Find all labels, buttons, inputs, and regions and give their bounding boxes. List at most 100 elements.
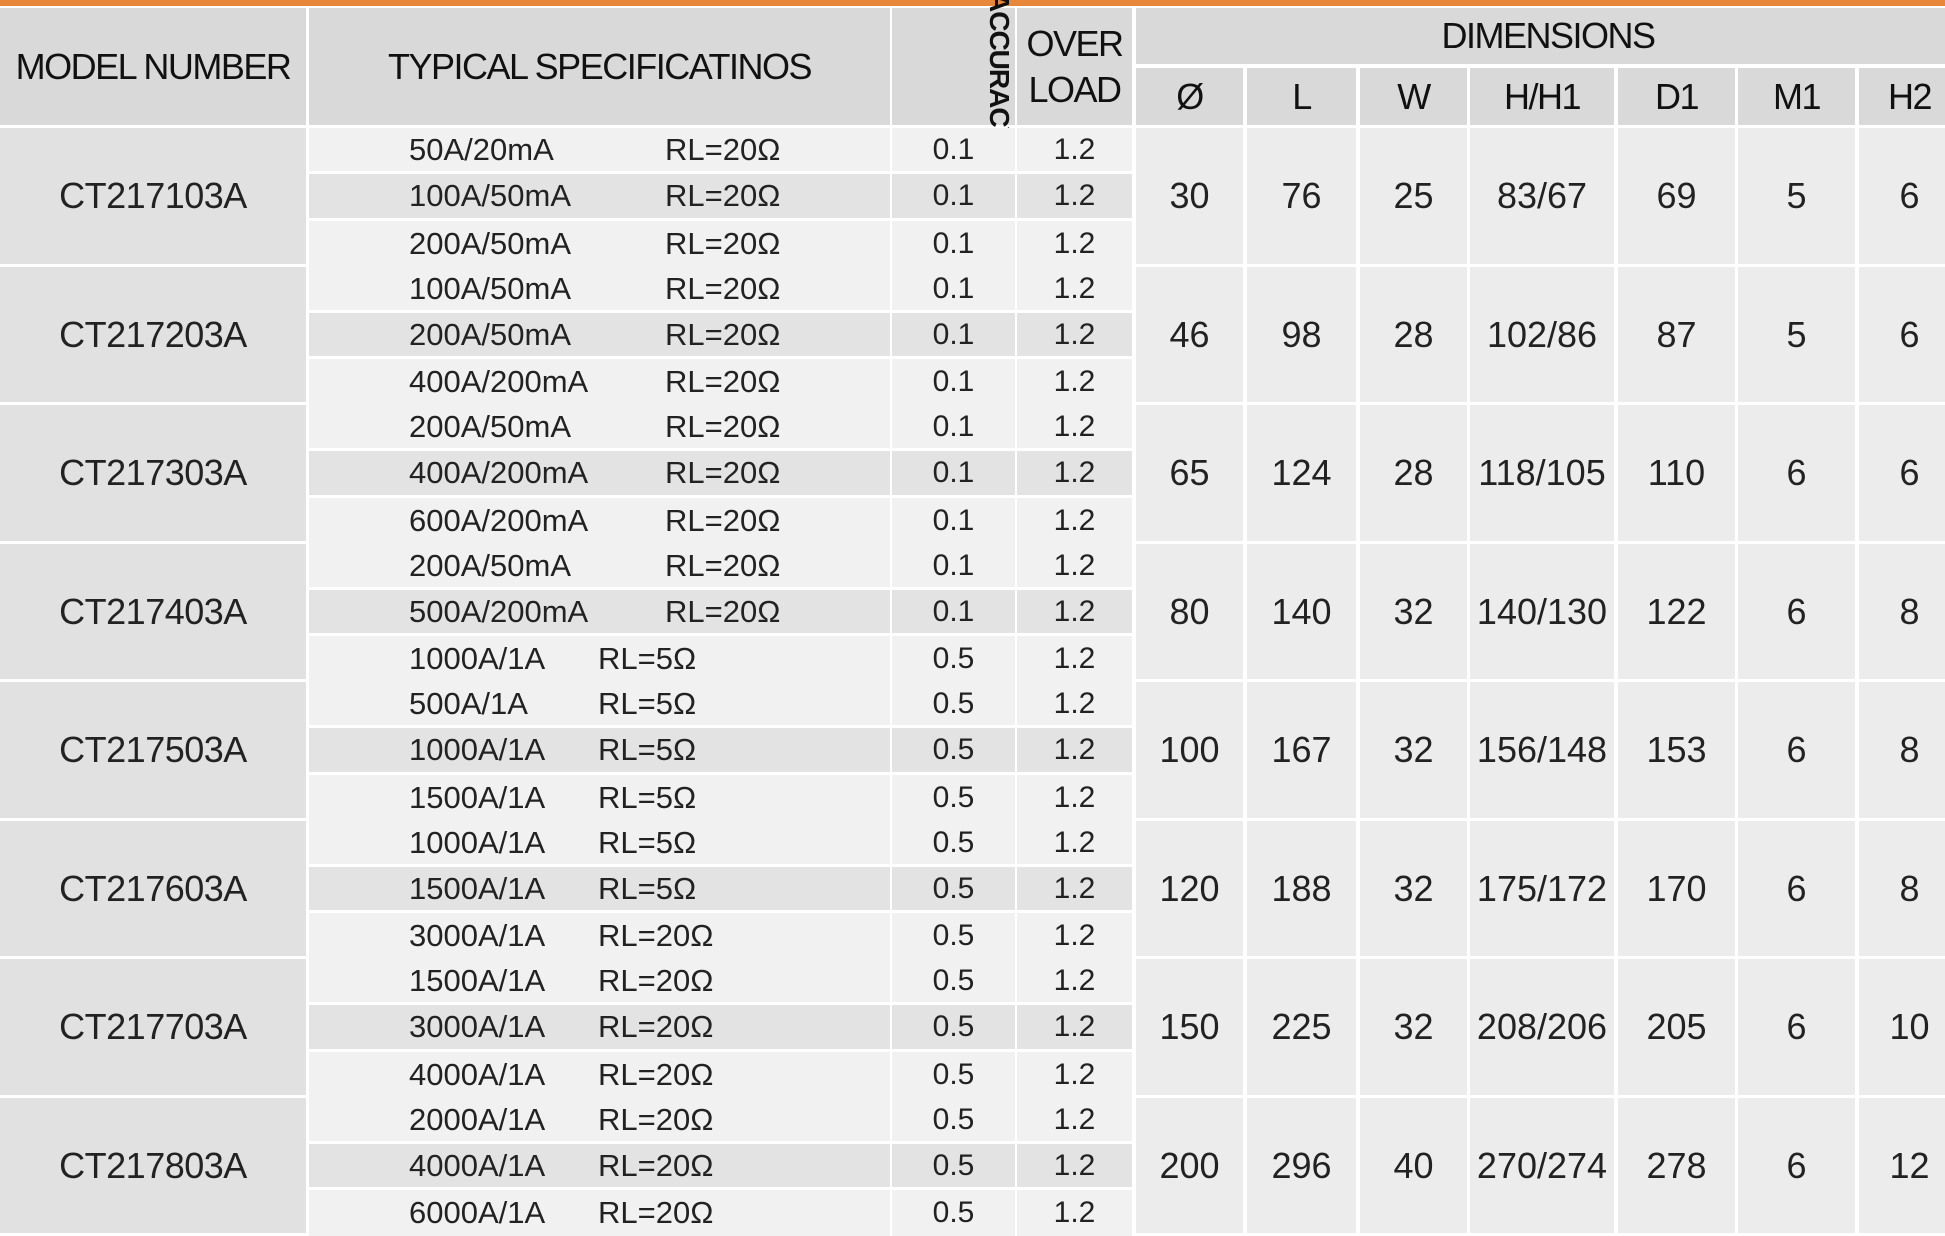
accuracy-value: 0.5 bbox=[892, 1052, 1015, 1098]
spec-current: 200A/50mA bbox=[409, 226, 571, 261]
spec-current: 1500A/1A bbox=[409, 870, 546, 906]
overload-value: 1.2 bbox=[1017, 221, 1132, 267]
overload-value: 1.2 bbox=[1017, 1005, 1132, 1049]
dimension-value: 10 bbox=[1859, 959, 1945, 1095]
overload-value: 1.2 bbox=[1017, 313, 1132, 356]
model-number: CT217603A bbox=[0, 821, 306, 956]
header-model: MODEL NUMBER bbox=[0, 8, 306, 125]
dimension-value: 32 bbox=[1360, 821, 1467, 956]
dimension-value: 69 bbox=[1618, 128, 1735, 264]
dimension-value: 5 bbox=[1738, 128, 1855, 264]
accuracy-value: 0.5 bbox=[892, 636, 1015, 682]
overload-value: 1.2 bbox=[1017, 821, 1132, 864]
spec-current: 100A/50mA bbox=[409, 270, 571, 306]
spec-row: 100A/50mA RL=20Ω bbox=[309, 174, 890, 218]
header-dim-col: H2 bbox=[1859, 68, 1945, 125]
spec-row: 1000A/1A RL=5Ω bbox=[309, 728, 890, 772]
spec-burden: RL=20Ω bbox=[665, 131, 781, 167]
spec-burden: RL=5Ω bbox=[598, 824, 697, 860]
spec-current: 1000A/1A bbox=[409, 732, 546, 767]
accuracy-value: 0.1 bbox=[892, 221, 1015, 267]
overload-value: 1.2 bbox=[1017, 913, 1132, 959]
dimension-value: 83/67 bbox=[1470, 128, 1614, 264]
overload-value: 1.2 bbox=[1017, 174, 1132, 218]
spec-burden: RL=20Ω bbox=[665, 316, 781, 352]
overload-value: 1.2 bbox=[1017, 1190, 1132, 1236]
dimension-value: 40 bbox=[1360, 1098, 1467, 1233]
dimension-value: 278 bbox=[1618, 1098, 1735, 1233]
spec-burden: RL=20Ω bbox=[665, 547, 781, 583]
header-specs: TYPICAL SPECIFICATINOS bbox=[309, 8, 890, 125]
dimension-value: 6 bbox=[1738, 682, 1855, 818]
dimension-value: 12 bbox=[1859, 1098, 1945, 1233]
spec-burden: RL=20Ω bbox=[598, 1057, 714, 1092]
dimension-value: 6 bbox=[1738, 544, 1855, 679]
dimension-value: 32 bbox=[1360, 959, 1467, 1095]
spec-row: 1500A/1A RL=20Ω bbox=[309, 959, 890, 1002]
spec-burden: RL=5Ω bbox=[598, 870, 697, 906]
dimension-value: 167 bbox=[1247, 682, 1356, 818]
accuracy-value: 0.5 bbox=[892, 682, 1015, 725]
dimension-value: 6 bbox=[1859, 128, 1945, 264]
spec-row: 50A/20mA RL=20Ω bbox=[309, 128, 890, 171]
dimension-value: 65 bbox=[1136, 405, 1243, 541]
overload-value: 1.2 bbox=[1017, 544, 1132, 587]
spec-current: 200A/50mA bbox=[409, 316, 571, 352]
spec-current: 600A/200mA bbox=[409, 503, 589, 538]
spec-burden: RL=20Ω bbox=[665, 593, 781, 629]
spec-burden: RL=20Ω bbox=[665, 503, 781, 538]
model-number: CT217703A bbox=[0, 959, 306, 1095]
header-dim-col: D1 bbox=[1618, 68, 1735, 125]
dimension-value: 140 bbox=[1247, 544, 1356, 679]
spec-burden: RL=5Ω bbox=[598, 685, 697, 721]
dimension-value: 150 bbox=[1136, 959, 1243, 1095]
spec-current: 3000A/1A bbox=[409, 1009, 546, 1044]
spec-current: 3000A/1A bbox=[409, 918, 546, 953]
overload-value: 1.2 bbox=[1017, 1098, 1132, 1141]
model-number: CT217303A bbox=[0, 405, 306, 541]
spec-row: 200A/50mA RL=20Ω bbox=[309, 405, 890, 448]
dimension-value: 30 bbox=[1136, 128, 1243, 264]
dimension-value: 270/274 bbox=[1470, 1098, 1614, 1233]
accuracy-value: 0.1 bbox=[892, 590, 1015, 633]
accuracy-value: 0.1 bbox=[892, 174, 1015, 218]
dimension-value: 156/148 bbox=[1470, 682, 1614, 818]
spec-burden: RL=20Ω bbox=[665, 178, 781, 213]
spec-current: 500A/200mA bbox=[409, 593, 589, 629]
spec-row: 1000A/1A RL=5Ω bbox=[309, 821, 890, 864]
header-overload: OVER LOAD bbox=[1017, 8, 1132, 125]
spec-current: 1500A/1A bbox=[409, 962, 546, 998]
overload-value: 1.2 bbox=[1017, 128, 1132, 171]
spec-burden: RL=20Ω bbox=[665, 408, 781, 444]
dimension-value: 80 bbox=[1136, 544, 1243, 679]
dimension-value: 87 bbox=[1618, 267, 1735, 402]
spec-current: 6000A/1A bbox=[409, 1195, 546, 1230]
dimension-value: 76 bbox=[1247, 128, 1356, 264]
accuracy-value: 0.5 bbox=[892, 1190, 1015, 1236]
spec-current: 50A/20mA bbox=[409, 131, 554, 167]
spec-row: 6000A/1A RL=20Ω bbox=[309, 1190, 890, 1236]
spec-current: 1500A/1A bbox=[409, 780, 546, 815]
dimension-value: 208/206 bbox=[1470, 959, 1614, 1095]
header-dim-col: W bbox=[1360, 68, 1467, 125]
dimension-value: 5 bbox=[1738, 267, 1855, 402]
spec-burden: RL=20Ω bbox=[598, 1009, 714, 1044]
overload-value: 1.2 bbox=[1017, 1144, 1132, 1187]
dimension-value: 225 bbox=[1247, 959, 1356, 1095]
dimension-value: 100 bbox=[1136, 682, 1243, 818]
spec-current: 200A/50mA bbox=[409, 547, 571, 583]
accuracy-value: 0.5 bbox=[892, 775, 1015, 821]
spec-row: 1500A/1A RL=5Ω bbox=[309, 775, 890, 821]
dimension-value: 8 bbox=[1859, 682, 1945, 818]
dimension-value: 122 bbox=[1618, 544, 1735, 679]
header-dim-col: Ø bbox=[1136, 68, 1243, 125]
spec-row: 200A/50mA RL=20Ω bbox=[309, 544, 890, 587]
overload-value: 1.2 bbox=[1017, 959, 1132, 1002]
accuracy-value: 0.1 bbox=[892, 544, 1015, 587]
model-number: CT217203A bbox=[0, 267, 306, 402]
spec-current: 1000A/1A bbox=[409, 641, 546, 676]
spec-row: 2000A/1A RL=20Ω bbox=[309, 1098, 890, 1141]
spec-current: 2000A/1A bbox=[409, 1101, 546, 1137]
spec-row: 400A/200mA RL=20Ω bbox=[309, 359, 890, 405]
overload-value: 1.2 bbox=[1017, 405, 1132, 448]
